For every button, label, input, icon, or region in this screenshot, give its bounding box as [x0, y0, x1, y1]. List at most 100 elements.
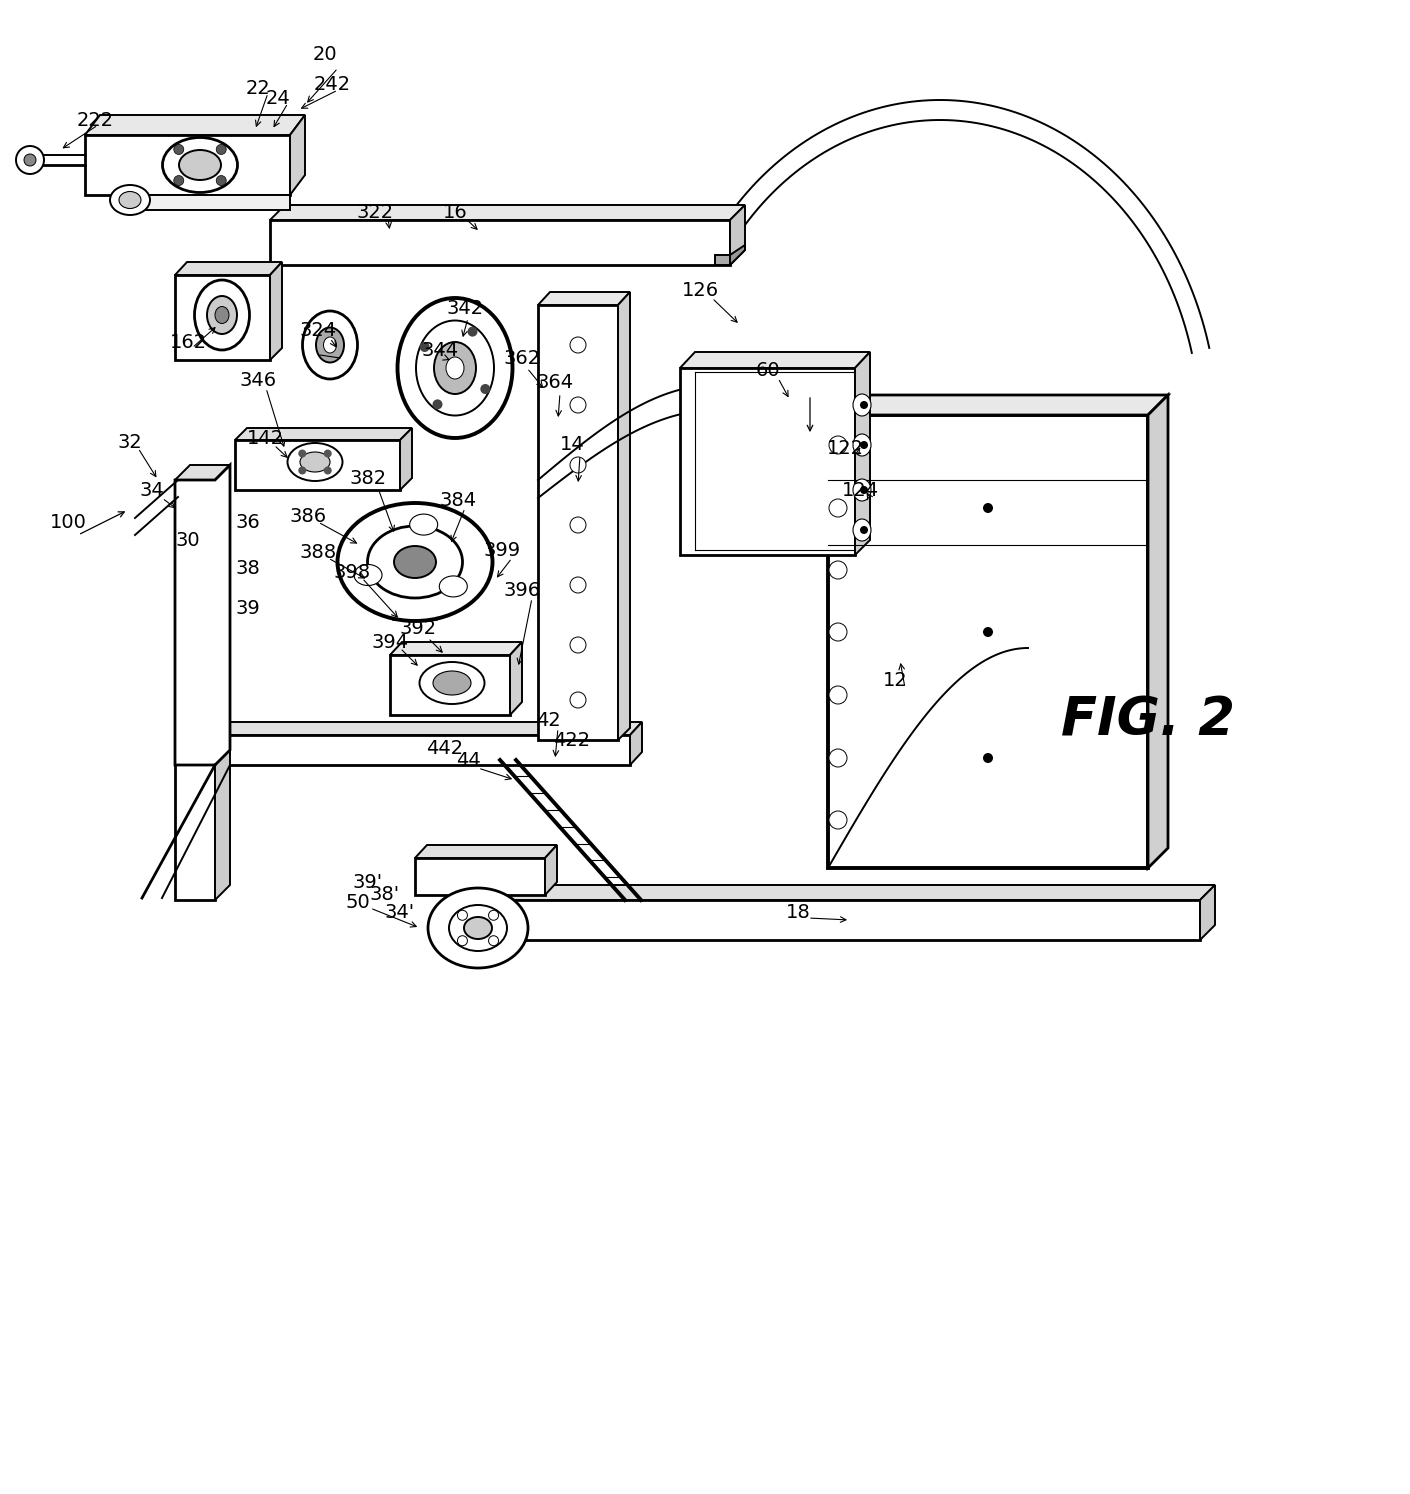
Polygon shape: [391, 654, 510, 716]
Polygon shape: [400, 427, 412, 490]
Polygon shape: [269, 261, 282, 360]
Text: FIG. 2: FIG. 2: [1060, 695, 1235, 746]
Polygon shape: [290, 115, 305, 196]
Ellipse shape: [420, 662, 485, 704]
Polygon shape: [85, 134, 290, 196]
Text: 384: 384: [440, 490, 477, 509]
Polygon shape: [391, 642, 522, 654]
Polygon shape: [175, 465, 230, 765]
Text: 34': 34': [385, 902, 415, 922]
Ellipse shape: [207, 296, 237, 335]
Polygon shape: [680, 368, 854, 554]
Polygon shape: [269, 220, 730, 264]
Circle shape: [173, 176, 183, 185]
Text: 20: 20: [313, 45, 337, 64]
Circle shape: [324, 450, 331, 457]
Polygon shape: [828, 394, 1167, 415]
Polygon shape: [680, 353, 870, 368]
Polygon shape: [175, 465, 230, 480]
Circle shape: [24, 154, 37, 166]
Ellipse shape: [416, 321, 494, 415]
Ellipse shape: [853, 518, 871, 541]
Text: 39: 39: [235, 599, 261, 617]
Text: 346: 346: [240, 371, 276, 390]
Text: 30: 30: [176, 530, 200, 550]
Text: 122: 122: [826, 439, 863, 457]
Text: 392: 392: [399, 619, 437, 638]
Circle shape: [570, 692, 587, 708]
Polygon shape: [120, 196, 290, 211]
Circle shape: [299, 450, 306, 457]
Polygon shape: [214, 465, 230, 899]
Polygon shape: [730, 245, 744, 264]
Circle shape: [829, 748, 847, 766]
Text: 388: 388: [299, 542, 337, 562]
Polygon shape: [175, 261, 282, 275]
Circle shape: [860, 486, 869, 495]
Polygon shape: [539, 291, 630, 305]
Circle shape: [860, 441, 869, 450]
Text: 162: 162: [169, 333, 206, 351]
Circle shape: [983, 503, 993, 512]
Circle shape: [570, 636, 587, 653]
Text: 39': 39': [352, 872, 384, 892]
Circle shape: [216, 145, 226, 154]
Text: 14: 14: [560, 435, 584, 454]
Text: 34: 34: [140, 481, 165, 499]
Circle shape: [468, 327, 478, 336]
Circle shape: [983, 627, 993, 636]
Text: 50: 50: [345, 892, 371, 911]
Circle shape: [570, 457, 587, 474]
Text: 36: 36: [235, 512, 261, 532]
Ellipse shape: [368, 526, 462, 598]
Ellipse shape: [288, 444, 343, 481]
Circle shape: [481, 384, 491, 394]
Polygon shape: [200, 735, 630, 765]
Text: 124: 124: [842, 481, 878, 499]
Circle shape: [457, 935, 468, 946]
Polygon shape: [501, 899, 1200, 940]
Polygon shape: [175, 480, 214, 899]
Circle shape: [16, 146, 44, 173]
Text: 324: 324: [299, 321, 337, 339]
Circle shape: [829, 562, 847, 580]
Ellipse shape: [316, 327, 344, 363]
Text: 386: 386: [289, 506, 327, 526]
Text: 12: 12: [883, 671, 908, 690]
Polygon shape: [200, 722, 642, 735]
Ellipse shape: [393, 545, 436, 578]
Ellipse shape: [300, 453, 330, 472]
Ellipse shape: [433, 671, 471, 695]
Circle shape: [570, 338, 587, 353]
Circle shape: [173, 145, 183, 154]
Circle shape: [829, 686, 847, 704]
Polygon shape: [618, 291, 630, 740]
Ellipse shape: [410, 514, 437, 535]
Ellipse shape: [303, 311, 358, 379]
Circle shape: [860, 400, 869, 409]
Text: 342: 342: [447, 299, 484, 318]
Text: 38': 38': [369, 886, 400, 904]
Circle shape: [570, 577, 587, 593]
Ellipse shape: [214, 306, 228, 324]
Circle shape: [488, 910, 499, 920]
Text: 382: 382: [350, 469, 386, 487]
Ellipse shape: [162, 137, 237, 193]
Circle shape: [420, 342, 430, 353]
Circle shape: [324, 466, 331, 475]
Circle shape: [829, 499, 847, 517]
Polygon shape: [539, 305, 618, 740]
Circle shape: [829, 623, 847, 641]
Ellipse shape: [429, 887, 527, 968]
Text: 18: 18: [785, 902, 811, 922]
Text: 42: 42: [536, 711, 560, 729]
Text: 32: 32: [117, 432, 142, 451]
Circle shape: [488, 935, 499, 946]
Polygon shape: [269, 205, 744, 220]
Polygon shape: [415, 846, 557, 858]
Text: 344: 344: [422, 341, 458, 360]
Circle shape: [983, 753, 993, 763]
Text: 399: 399: [484, 541, 520, 559]
Circle shape: [860, 526, 869, 533]
Ellipse shape: [464, 917, 492, 940]
